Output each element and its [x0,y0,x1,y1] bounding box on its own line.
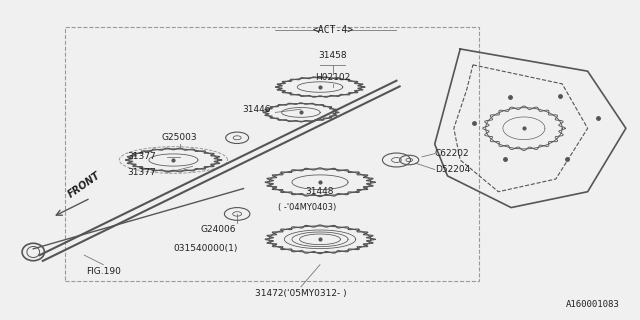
Text: 31446: 31446 [242,105,271,114]
Text: 31458: 31458 [319,51,347,60]
Text: A160001083: A160001083 [566,300,620,309]
Text: 31377: 31377 [127,168,156,177]
Text: 31472('05MY0312- ): 31472('05MY0312- ) [255,289,347,298]
Text: G24006: G24006 [200,225,236,234]
Text: H02102: H02102 [315,73,350,82]
Text: 31377: 31377 [127,152,156,161]
Text: G25003: G25003 [162,133,198,142]
Text: FIG.190: FIG.190 [86,267,121,276]
Text: 031540000(1): 031540000(1) [173,244,237,253]
Text: C62202: C62202 [435,149,469,158]
Text: 31448: 31448 [306,187,334,196]
Text: ( -'04MY0403): ( -'04MY0403) [278,203,337,212]
Text: FRONT: FRONT [66,170,102,200]
Text: <ACT-4>: <ACT-4> [312,25,353,35]
Text: D52204: D52204 [435,165,470,174]
